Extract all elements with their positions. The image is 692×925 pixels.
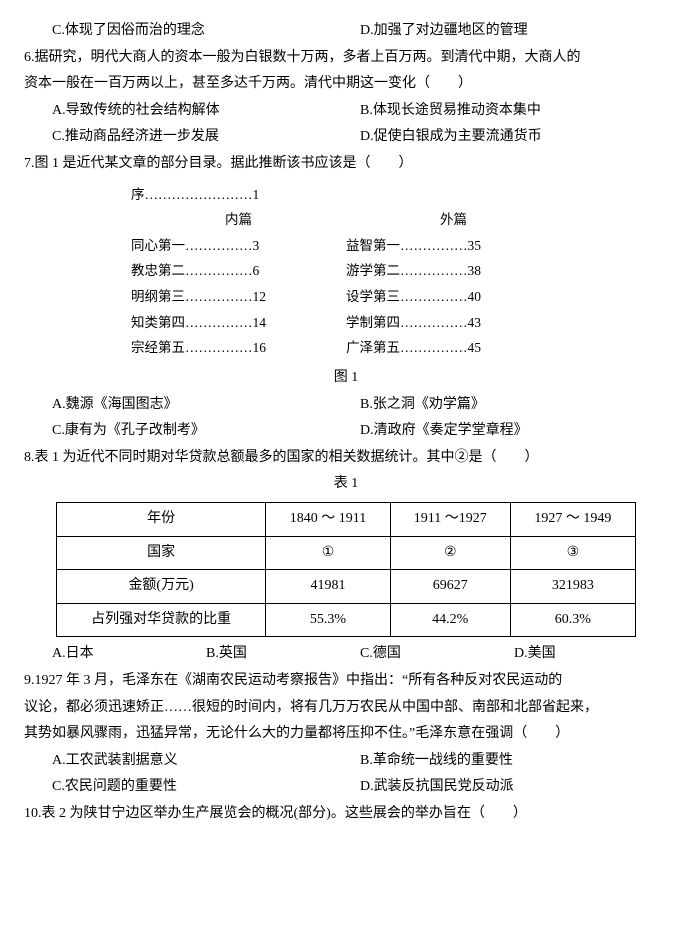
q7-opt-d: D.清政府《奏定学堂章程》 [360,418,668,445]
q8-h3: 1927 ～ 1949 [510,503,635,537]
q9-stem-1: 9.1927 年 3 月，毛泽东在《湖南农民运动考察报告》中指出：“所有各种反对… [24,668,668,695]
toc-l2a: 教忠第二……………6 [131,258,346,284]
toc-l1a: 同心第一……………3 [131,233,346,259]
q8-caption: 表 1 [24,471,668,498]
q5-opt-d: D.加强了对边疆地区的管理 [360,18,668,45]
q8-h0: 年份 [57,503,266,537]
q8-opt-a: A.日本 [52,641,206,668]
toc-l4a: 知类第四……………14 [131,310,346,336]
toc-wai-head: 外篇 [346,207,561,233]
toc-xu: 序……………………1 [131,182,561,208]
q9-opt-c: C.农民问题的重要性 [52,774,360,801]
q6-opt-a: A.导致传统的社会结构解体 [52,98,360,125]
q8-ratio-2: 44.2% [390,603,510,637]
toc-nei-head: 内篇 [131,207,346,233]
q9-stem-2: 议论，都必须迅速矫正……很短的时间内，将有几万万农民从中国中部、南部和北部省起来… [24,695,668,722]
q8-ratio-1: 55.3% [266,603,391,637]
q9-opt-b: B.革命统一战线的重要性 [360,748,668,775]
toc-l5b: 广泽第五……………45 [346,335,561,361]
q8-table: 年份 1840 ～ 1911 1911 ～1927 1927 ～ 1949 国家… [56,502,636,637]
q8-country-1: ① [266,536,391,570]
q8-country-3: ③ [510,536,635,570]
q7-opt-b: B.张之洞《劝学篇》 [360,392,668,419]
q10-stem: 10.表 2 为陕甘宁边区举办生产展览会的概况(部分)。这些展会的举办旨在（ ） [24,801,668,828]
q8-opt-b: B.英国 [206,641,360,668]
q8-h2: 1911 ～1927 [390,503,510,537]
q9-opt-d: D.武装反抗国民党反动派 [360,774,668,801]
table-row: 国家 ① ② ③ [57,536,636,570]
q6-opt-c: C.推动商品经济进一步发展 [52,124,360,151]
table-row: 金额(万元) 41981 69627 321983 [57,570,636,604]
q7-caption: 图 1 [24,365,668,392]
q8-country-2: ② [390,536,510,570]
q8-country-0: 国家 [57,536,266,570]
q7-opt-c: C.康有为《孔子改制考》 [52,418,360,445]
q8-stem: 8.表 1 为近代不同时期对华贷款总额最多的国家的相关数据统计。其中②是（ ） [24,445,668,472]
toc-l3a: 明纲第三……………12 [131,284,346,310]
table-row: 年份 1840 ～ 1911 1911 ～1927 1927 ～ 1949 [57,503,636,537]
q8-opt-c: C.德国 [360,641,514,668]
toc-l4b: 学制第四……………43 [346,310,561,336]
q6-stem-2: 资本一般在一百万两以上，甚至多达千万两。清代中期这一变化（ ） [24,71,668,98]
toc-l1b: 益智第一……………35 [346,233,561,259]
q8-amount-1: 41981 [266,570,391,604]
toc-l3b: 设学第三……………40 [346,284,561,310]
table-row: 占列强对华贷款的比重 55.3% 44.2% 60.3% [57,603,636,637]
q8-ratio-0: 占列强对华贷款的比重 [57,603,266,637]
toc-l5a: 宗经第五……………16 [131,335,346,361]
q7-stem: 7.图 1 是近代某文章的部分目录。据此推断该书应该是（ ） [24,151,668,178]
q8-amount-0: 金额(万元) [57,570,266,604]
q8-amount-3: 321983 [510,570,635,604]
toc-l2b: 游学第二……………38 [346,258,561,284]
q9-opt-a: A.工农武装割据意义 [52,748,360,775]
q8-opt-d: D.美国 [514,641,668,668]
q6-opt-d: D.促使白银成为主要流通货币 [360,124,668,151]
q6-opt-b: B.体现长途贸易推动资本集中 [360,98,668,125]
q7-toc: 序……………………1 内篇 外篇 同心第一……………3 益智第一……………35 … [131,182,561,361]
q5-opt-c: C.体现了因俗而治的理念 [52,18,360,45]
q7-opt-a: A.魏源《海国图志》 [52,392,360,419]
q8-ratio-3: 60.3% [510,603,635,637]
q9-stem-3: 其势如暴风骤雨，迅猛异常，无论什么大的力量都将压抑不住。”毛泽东意在强调（ ） [24,721,668,748]
q8-h1: 1840 ～ 1911 [266,503,391,537]
q6-stem-1: 6.据研究，明代大商人的资本一般为白银数十万两，多者上百万两。到清代中期，大商人… [24,45,668,72]
q8-amount-2: 69627 [390,570,510,604]
